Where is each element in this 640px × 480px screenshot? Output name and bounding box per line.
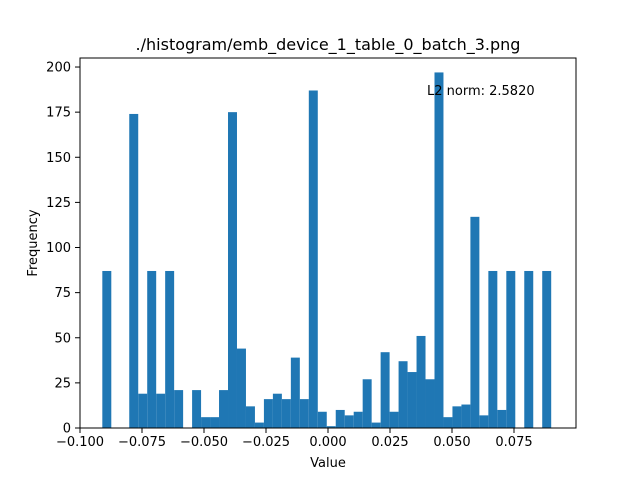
histogram-bar <box>156 393 166 428</box>
histogram-bar <box>353 411 363 428</box>
histogram-bar <box>542 270 552 428</box>
histogram-bar <box>398 361 408 428</box>
histogram-bar <box>272 393 282 428</box>
chart-title: ./histogram/emb_device_1_table_0_batch_3… <box>136 35 521 55</box>
histogram-bar <box>210 417 220 428</box>
histogram-bar <box>407 372 417 428</box>
histogram-bar <box>174 390 184 428</box>
y-tick-label: 150 <box>46 151 71 166</box>
histogram-bar <box>129 113 139 428</box>
histogram-bar <box>281 399 291 428</box>
y-tick-label: 25 <box>54 376 71 391</box>
histogram-bar <box>371 422 381 428</box>
y-tick-label: 125 <box>46 196 71 211</box>
y-axis-label: Frequency <box>26 209 41 276</box>
histogram-bar <box>524 270 534 428</box>
histogram-bar <box>362 379 372 428</box>
histogram-bars <box>102 72 552 429</box>
histogram-bar <box>425 379 435 428</box>
histogram-bar <box>290 357 300 428</box>
x-axis-ticks: −0.100 −0.075 −0.050 −0.025 0.000 0.025 0.050 0… <box>56 428 533 450</box>
y-tick-label: 200 <box>46 61 71 76</box>
histogram-bar <box>102 270 112 428</box>
x-tick-label: −0.075 <box>118 435 166 450</box>
histogram-bar <box>389 411 399 428</box>
histogram-bar <box>192 390 202 428</box>
x-axis-label: Value <box>310 456 346 471</box>
histogram-bar <box>335 409 345 428</box>
histogram-bar <box>245 406 255 428</box>
histogram-bar <box>497 409 507 428</box>
histogram-bar <box>461 404 471 428</box>
x-tick-label: −0.025 <box>242 435 290 450</box>
histogram-bar <box>317 411 327 428</box>
histogram-bar <box>344 415 354 428</box>
histogram-bar <box>434 72 444 428</box>
histogram-bar <box>165 270 175 428</box>
x-tick-label: 0.025 <box>371 435 408 450</box>
histogram-bar <box>488 270 498 428</box>
x-tick-label: 0.000 <box>309 435 346 450</box>
histogram-bar <box>479 415 489 428</box>
histogram-bar <box>147 270 157 428</box>
y-tick-label: 100 <box>46 241 71 256</box>
histogram-bar <box>470 216 480 428</box>
histogram-bar <box>326 426 336 428</box>
y-tick-label: 75 <box>54 286 71 301</box>
histogram-bar <box>380 352 390 428</box>
histogram-bar <box>443 417 453 428</box>
histogram-bar <box>236 348 246 428</box>
x-tick-label: 0.075 <box>495 435 532 450</box>
histogram-bar <box>228 112 237 429</box>
y-tick-label: 50 <box>54 331 71 346</box>
x-tick-label: 0.050 <box>433 435 470 450</box>
histogram-bar <box>416 335 426 428</box>
histogram-bar <box>254 422 264 428</box>
histogram-bar <box>263 399 273 428</box>
histogram-bar <box>452 406 462 428</box>
y-axis-ticks: 0 25 50 75 100 125 150 175 200 <box>46 61 80 437</box>
y-tick-label: 175 <box>46 106 71 121</box>
l2-norm-annotation: L2 norm: 2.5820 <box>427 84 535 99</box>
x-tick-label: −0.100 <box>56 435 104 450</box>
histogram-bar <box>138 393 148 428</box>
y-tick-label: 0 <box>63 422 71 437</box>
histogram-bar <box>219 390 229 428</box>
x-tick-label: −0.050 <box>180 435 228 450</box>
histogram-bar <box>299 399 309 428</box>
histogram-bar <box>506 270 516 428</box>
histogram-bar <box>308 90 318 429</box>
histogram-bar <box>201 417 211 428</box>
